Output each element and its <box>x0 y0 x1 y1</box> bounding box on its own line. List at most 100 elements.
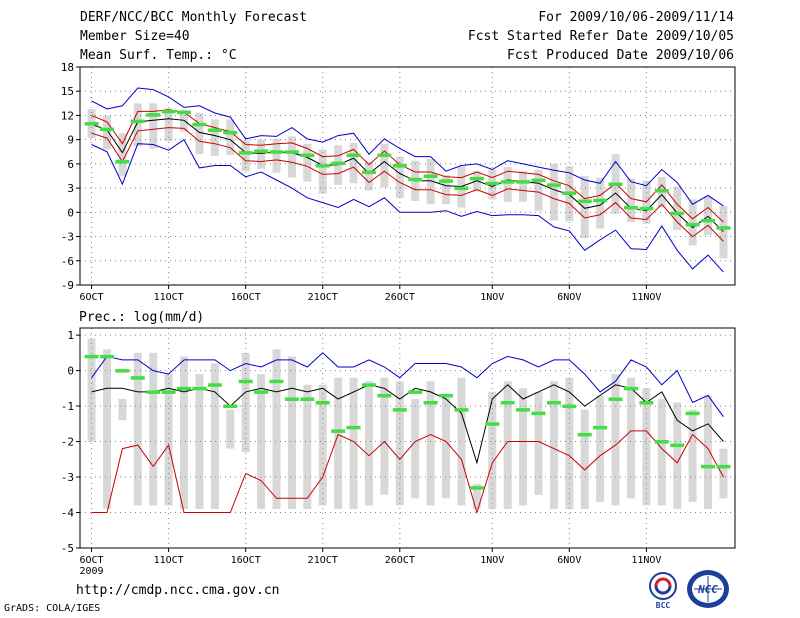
ensemble-box <box>380 377 389 495</box>
variable-label: Mean Surf. Temp.: °C <box>80 48 237 63</box>
ensemble-box <box>195 113 204 155</box>
ensemble-box <box>349 377 358 509</box>
median-marker <box>516 408 531 412</box>
ensemble-box <box>102 115 111 150</box>
ensemble-box <box>102 349 111 509</box>
median-marker <box>516 180 531 184</box>
ensemble-box <box>257 374 266 509</box>
ensemble-box <box>164 374 173 506</box>
x-tick-year-label: 2009 <box>80 566 104 577</box>
median-marker <box>84 354 99 359</box>
median-marker <box>99 127 114 132</box>
median-marker <box>716 464 731 469</box>
ensemble-box <box>195 374 204 509</box>
x-tick-label: 21OCT <box>308 292 338 300</box>
x-tick-label: 1NOV <box>480 555 504 566</box>
x-tick-label: 26OCT <box>385 292 415 300</box>
x-tick-label: 6OCT <box>80 292 104 300</box>
x-tick-label: 6NOV <box>557 555 581 566</box>
ensemble-box <box>442 175 451 205</box>
median-marker <box>423 401 438 405</box>
median-marker <box>300 397 315 401</box>
median-marker <box>439 393 454 398</box>
ensemble-box <box>488 391 497 509</box>
ensemble-box <box>503 167 512 202</box>
median-marker <box>701 464 716 469</box>
median-marker <box>408 177 423 182</box>
lower-band-line <box>91 430 724 515</box>
ensemble-box <box>118 398 127 421</box>
median-marker <box>284 150 299 154</box>
median-marker <box>207 128 222 132</box>
median-marker <box>269 150 284 154</box>
median-marker <box>623 205 638 210</box>
ncc-logo-text: NCC <box>697 583 718 596</box>
forecast-produced-date: Fcst Produced Date 2009/10/06 <box>507 48 734 63</box>
y-tick-label: 6 <box>67 158 74 171</box>
x-tick-label: 11NOV <box>631 555 661 566</box>
median-marker <box>315 401 330 405</box>
median-marker <box>577 199 592 204</box>
ensemble-box <box>210 363 219 509</box>
ensemble-box <box>226 119 235 156</box>
ensemble-box <box>688 409 697 502</box>
median-marker <box>500 401 515 405</box>
source-url[interactable]: http://cmdp.ncc.cma.gov.cn <box>76 583 280 598</box>
ensemble-box <box>303 384 312 509</box>
ensemble-box <box>133 103 142 147</box>
y-tick-label: 0 <box>67 365 74 378</box>
median-marker <box>454 408 469 412</box>
precip-panel-title: Prec.: log(mm/d) <box>79 310 205 325</box>
median-marker <box>546 401 561 405</box>
y-tick-label: 1 <box>67 329 74 342</box>
median-marker <box>346 153 361 158</box>
median-marker <box>577 432 592 437</box>
median-marker <box>115 159 130 164</box>
ensemble-box <box>164 108 173 142</box>
ensemble-box <box>426 159 435 205</box>
ensemble-box <box>287 356 296 509</box>
ensemble-box <box>719 448 728 499</box>
median-marker <box>254 149 269 153</box>
median-marker <box>531 178 546 183</box>
ensemble-box <box>519 388 528 506</box>
chart-title: DERF/NCC/BCC Monthly Forecast <box>80 10 307 25</box>
plot-frame <box>79 327 736 549</box>
y-tick-label: -6 <box>61 255 74 268</box>
member-size-label: Member Size=40 <box>80 29 190 44</box>
max-envelope-line <box>91 352 724 417</box>
x-tick-label: 11NOV <box>631 292 661 300</box>
median-marker <box>593 198 608 203</box>
median-marker <box>361 170 376 174</box>
median-marker <box>608 397 623 401</box>
ensemble-box <box>180 356 189 509</box>
y-tick-label: 12 <box>61 109 74 122</box>
grads-credit: GrADS: COLA/IGES <box>4 603 101 614</box>
ensemble-box <box>241 140 250 172</box>
x-tick-label: 11OCT <box>154 555 184 566</box>
ensemble-box <box>349 142 358 184</box>
median-marker <box>593 425 608 430</box>
median-marker <box>392 408 407 412</box>
ensemble-box <box>118 133 127 176</box>
median-marker <box>284 397 299 401</box>
median-marker <box>623 386 638 391</box>
median-marker <box>639 206 654 211</box>
y-tick-label: 9 <box>67 134 74 147</box>
forecast-period: For 2009/10/06-2009/11/14 <box>538 10 734 25</box>
plot-frame <box>79 66 736 286</box>
x-tick-label: 16OCT <box>231 555 261 566</box>
median-marker <box>562 404 577 409</box>
ensemble-mean-line <box>91 118 724 233</box>
ensemble-box <box>580 176 589 239</box>
median-marker <box>223 130 238 135</box>
ensemble-box <box>549 163 558 221</box>
ensemble-box <box>303 143 312 182</box>
y-tick-label: 18 <box>61 61 74 74</box>
ensemble-box <box>87 338 96 442</box>
y-tick-label: 0 <box>67 206 74 219</box>
median-marker <box>130 119 145 124</box>
min-envelope-line <box>91 138 724 273</box>
ensemble-box <box>596 177 605 229</box>
ensemble-box <box>642 388 651 506</box>
